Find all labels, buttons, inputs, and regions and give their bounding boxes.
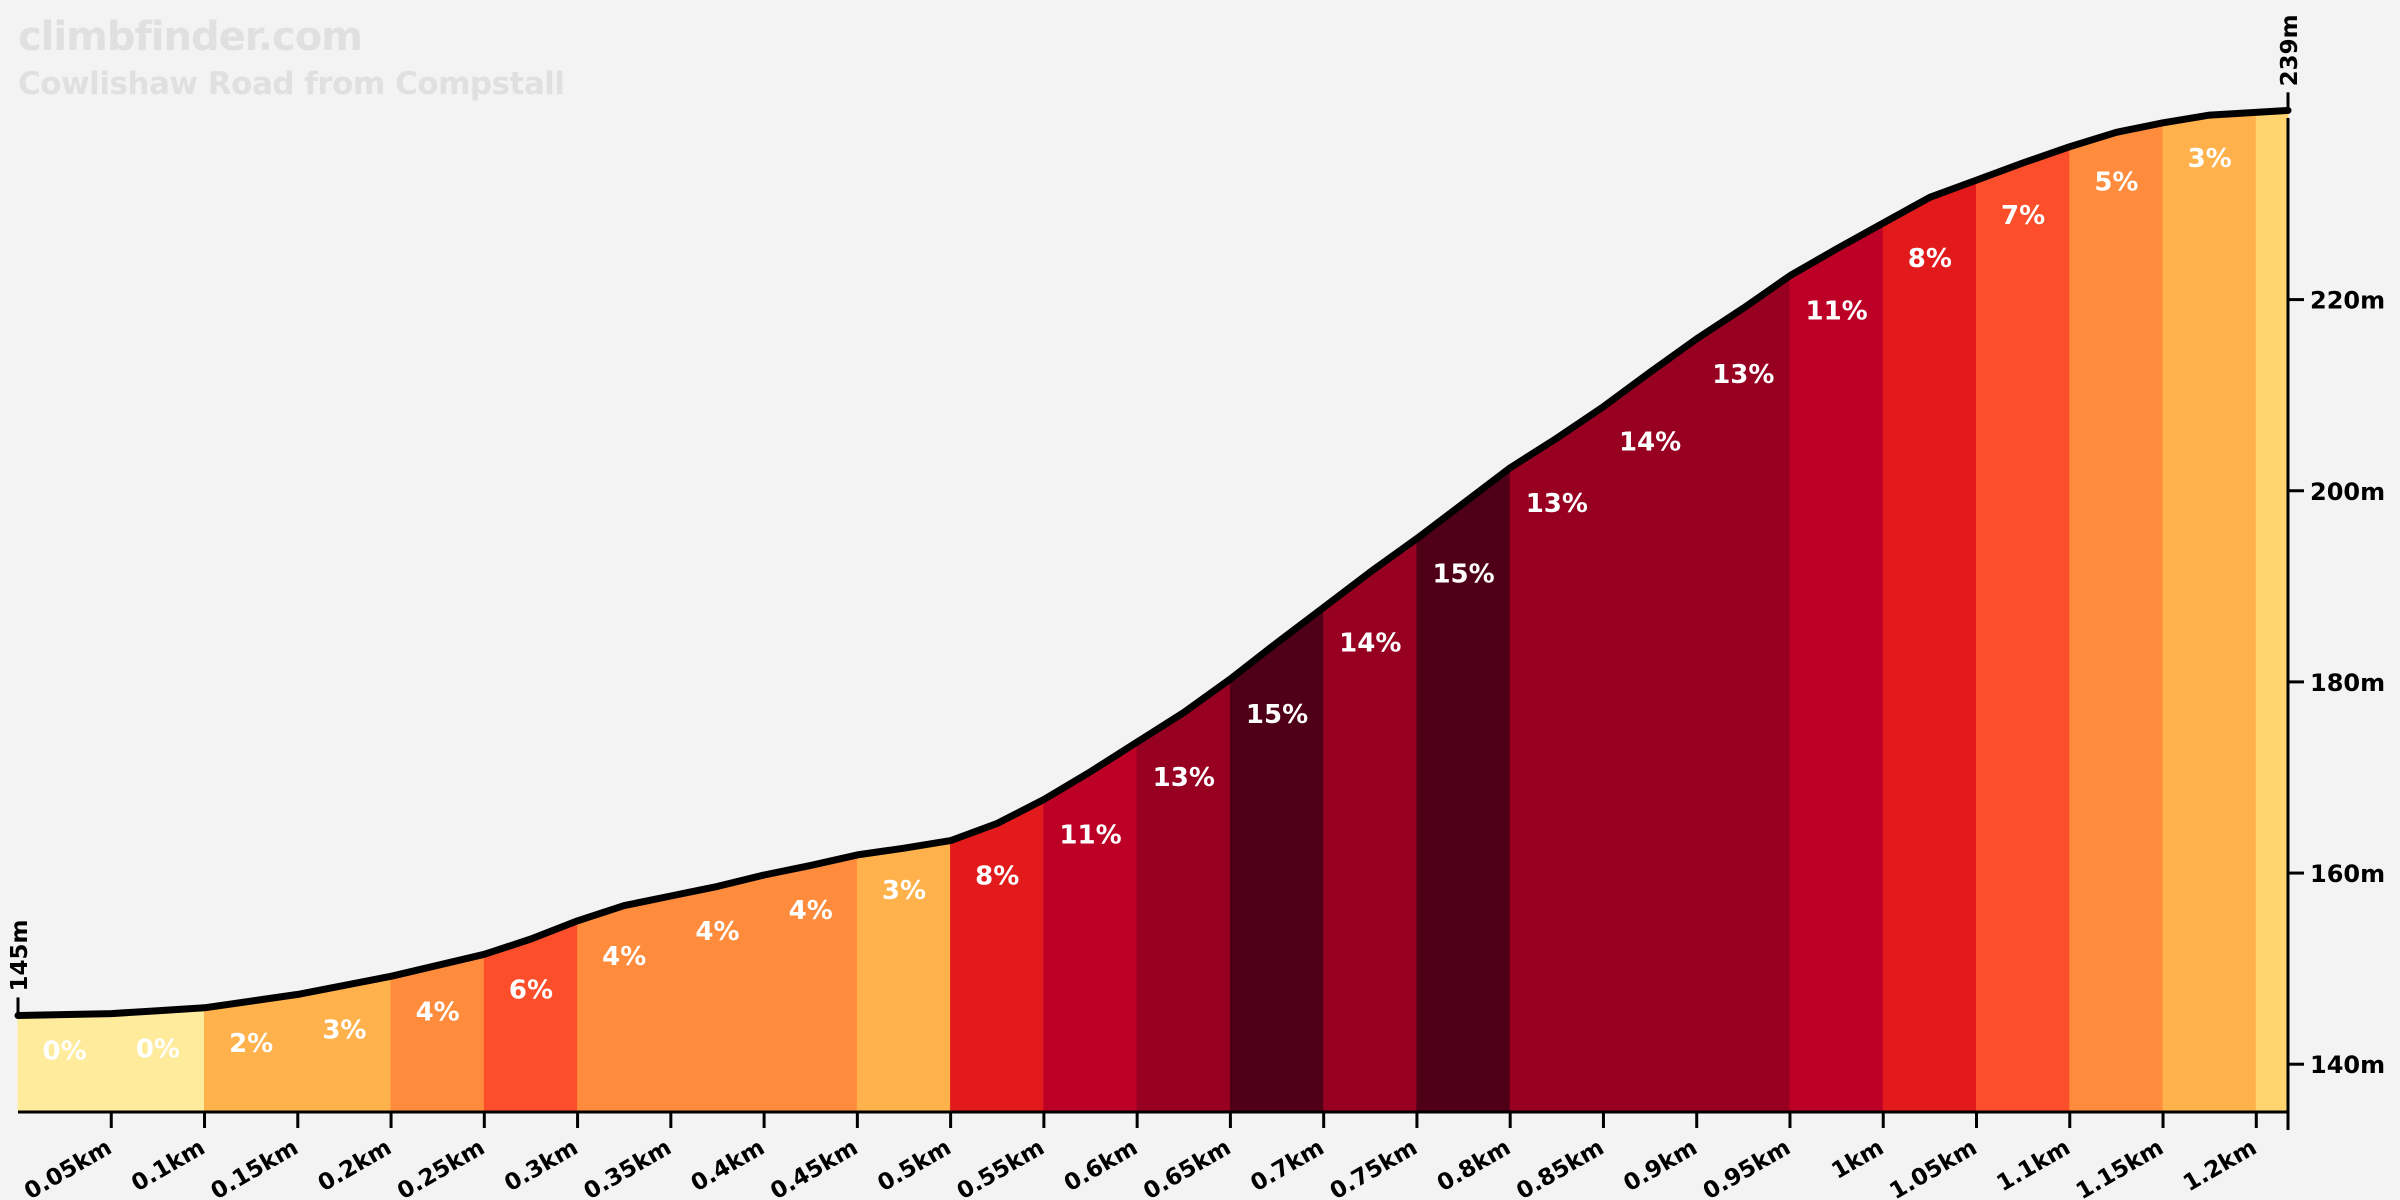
gradient-label: 15% — [1246, 700, 1308, 730]
gradient-segment — [1136, 678, 1231, 1113]
end-elevation-label: 239m — [2277, 14, 2303, 86]
gradient-label: 0% — [136, 1035, 180, 1065]
y-tick-label: 140m — [2310, 1051, 2385, 1079]
site-watermark: climbfinder.com — [18, 14, 363, 60]
gradient-label: 6% — [509, 975, 553, 1005]
y-tick-label: 220m — [2310, 287, 2385, 315]
gradient-segment — [1229, 606, 1325, 1113]
x-tick-label: 1.1km — [1992, 1135, 2074, 1198]
x-tick-label: 1.05km — [1885, 1135, 1981, 1200]
x-tick-label: 0.5km — [873, 1135, 955, 1198]
gradient-label: 2% — [229, 1029, 273, 1059]
y-axis: 140m 160m 180m 200m 220m — [2286, 118, 2385, 1130]
gradient-label: 4% — [695, 917, 739, 947]
gradient-label: 4% — [602, 942, 646, 972]
gradient-label: 5% — [2094, 168, 2138, 198]
gradient-label: 7% — [2001, 201, 2045, 231]
gradient-segment — [2162, 111, 2257, 1113]
elevation-end-markers: 145m 239m — [7, 14, 2303, 1016]
gradient-segment — [1043, 741, 1138, 1113]
x-tick-label: 0.4km — [687, 1135, 769, 1198]
gradient-label: 13% — [1526, 489, 1588, 519]
x-tick-label: 0.9km — [1619, 1135, 1701, 1198]
gradient-label: 4% — [789, 896, 833, 926]
y-tick-label: 180m — [2310, 669, 2385, 697]
gradient-label: 14% — [1619, 428, 1681, 458]
gradient-segment — [763, 854, 858, 1113]
x-tick-label: 1.2km — [2179, 1135, 2261, 1198]
gradient-segment — [950, 798, 1045, 1113]
gradient-label: 3% — [882, 876, 926, 906]
start-elevation-label: 145m — [7, 919, 33, 991]
y-tick-label: 200m — [2310, 478, 2385, 506]
gradient-label: 8% — [975, 862, 1019, 892]
x-tick-label: 0.65km — [1139, 1135, 1235, 1200]
gradient-segment — [670, 874, 765, 1113]
y-tick-label: 160m — [2310, 860, 2385, 888]
gradient-label: 3% — [2188, 144, 2232, 174]
x-tick-label: 0.45km — [766, 1135, 862, 1200]
x-tick-label: 0.6km — [1060, 1135, 1142, 1198]
x-tick-label: 0.2km — [314, 1135, 396, 1198]
x-tick-label: 0.7km — [1246, 1135, 1328, 1198]
gradient-label: 14% — [1339, 628, 1401, 658]
gradient-segment — [390, 953, 485, 1113]
x-tick-label: 0.8km — [1433, 1135, 1515, 1198]
profile-line-layer — [14, 106, 2292, 1019]
x-tick-label: 0.1km — [127, 1135, 209, 1198]
gradient-segment — [2255, 109, 2289, 1113]
gradient-segment — [2069, 122, 2164, 1113]
gradient-segment — [1696, 274, 1791, 1113]
gradient-label: 8% — [1908, 244, 1952, 274]
x-tick-label: 0.15km — [207, 1135, 303, 1200]
gradient-label: 13% — [1712, 360, 1774, 390]
x-tick-label: 0.75km — [1326, 1135, 1422, 1200]
gradient-segment — [1323, 537, 1418, 1113]
gradient-segment — [1976, 145, 2071, 1113]
profile-line — [14, 106, 2292, 1019]
x-tick-label: 0.35km — [580, 1135, 676, 1200]
gradient-segment — [1882, 179, 1977, 1113]
gradient-label: 11% — [1805, 297, 1867, 327]
x-tick-label: 0.05km — [20, 1135, 116, 1200]
gradient-labels: 0% 0% 2% 3% 4% 6% 4% 4% 4% 3% 8% 11% 13% 15% 14% 15% 13%… — [43, 144, 2232, 1067]
gradient-segment — [1789, 222, 1884, 1113]
gradient-label: 11% — [1059, 820, 1121, 850]
x-tick-label: 0.25km — [393, 1135, 489, 1200]
gradient-label: 15% — [1432, 560, 1494, 590]
gradient-label: 0% — [43, 1036, 87, 1066]
gradient-segment — [577, 895, 672, 1113]
x-tick-label: 1.15km — [2072, 1135, 2168, 1200]
gradient-label: 3% — [322, 1015, 366, 1045]
gradient-label: 4% — [416, 997, 460, 1027]
gradient-label: 13% — [1153, 763, 1215, 793]
climb-name: Cowlishaw Road from Compstall — [18, 66, 565, 102]
gradient-segments — [17, 109, 2289, 1113]
x-tick-label: 0.3km — [500, 1135, 582, 1198]
x-tick-label: 0.55km — [953, 1135, 1049, 1200]
x-tick-label: 1km — [1827, 1135, 1888, 1185]
x-tick-label: 0.85km — [1512, 1135, 1608, 1200]
x-tick-label: 0.95km — [1699, 1135, 1795, 1200]
